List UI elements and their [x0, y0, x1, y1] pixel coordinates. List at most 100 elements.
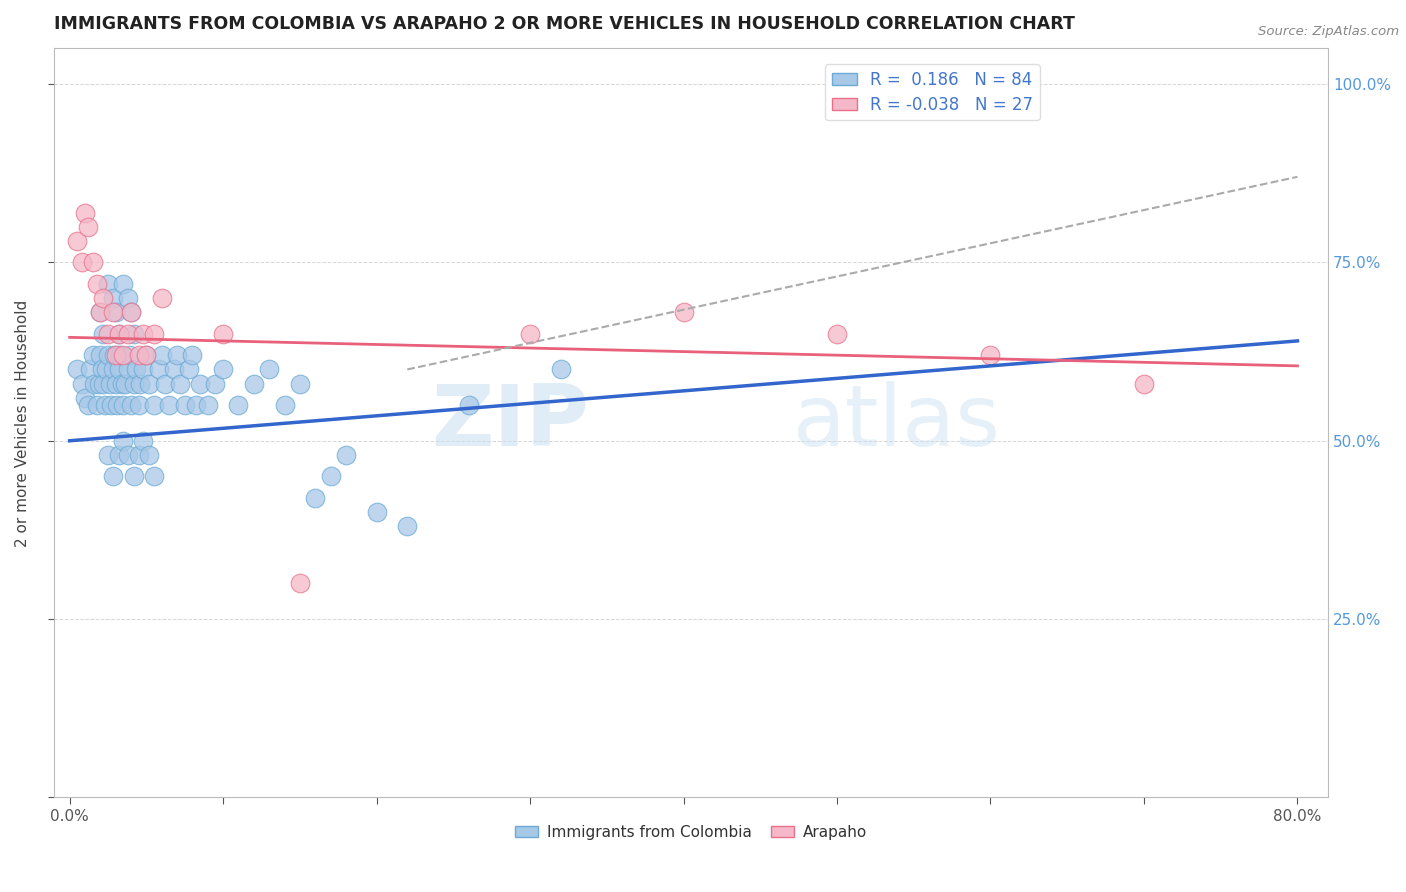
Legend: Immigrants from Colombia, Arapaho: Immigrants from Colombia, Arapaho [509, 819, 873, 846]
Point [112, 277, 135, 291]
Point [117, 291, 139, 305]
Point [101, 305, 124, 319]
Point [257, 362, 280, 376]
Point [122, 469, 145, 483]
Point [166, 348, 188, 362]
Point [979, 348, 1001, 362]
Point [304, 491, 326, 505]
Point [672, 305, 695, 319]
Point [86, 277, 108, 291]
Point [157, 398, 180, 412]
Point [112, 398, 135, 412]
Point [122, 326, 145, 341]
Point [143, 469, 166, 483]
Point [150, 348, 173, 362]
Point [97, 326, 120, 341]
Point [77, 398, 100, 412]
Point [128, 348, 150, 362]
Point [120, 398, 142, 412]
Point [93, 326, 115, 341]
Point [87, 376, 110, 391]
Point [143, 398, 166, 412]
Point [107, 448, 129, 462]
Point [89, 305, 111, 319]
Point [150, 291, 173, 305]
Point [335, 448, 357, 462]
Point [169, 376, 191, 391]
Point [111, 376, 134, 391]
Point [143, 326, 166, 341]
Point [288, 376, 311, 391]
Point [138, 448, 160, 462]
Text: Source: ZipAtlas.com: Source: ZipAtlas.com [1258, 25, 1399, 38]
Point [104, 305, 127, 319]
Point [89, 305, 111, 319]
Point [66, 362, 89, 376]
Point [93, 291, 115, 305]
Point [120, 305, 142, 319]
Point [132, 434, 155, 448]
Point [114, 376, 136, 391]
Point [117, 326, 139, 341]
Point [105, 398, 128, 412]
Point [79, 362, 101, 376]
Point [128, 448, 150, 462]
Point [73, 391, 96, 405]
Point [107, 326, 129, 341]
Point [212, 362, 235, 376]
Point [118, 348, 141, 362]
Point [96, 362, 118, 376]
Point [112, 434, 135, 448]
Point [288, 576, 311, 591]
Point [519, 326, 541, 341]
Point [135, 348, 157, 362]
Point [273, 398, 295, 412]
Point [117, 362, 139, 376]
Text: ZIP: ZIP [432, 382, 589, 465]
Text: IMMIGRANTS FROM COLOMBIA VS ARAPAHO 2 OR MORE VEHICLES IN HOUSEHOLD CORRELATION : IMMIGRANTS FROM COLOMBIA VS ARAPAHO 2 OR… [55, 15, 1076, 33]
Point [124, 362, 146, 376]
Point [319, 469, 342, 483]
Point [163, 362, 186, 376]
Y-axis label: 2 or more Vehicles in Household: 2 or more Vehicles in Household [15, 300, 30, 547]
Point [82, 348, 104, 362]
Point [204, 376, 226, 391]
Point [117, 448, 139, 462]
Point [825, 326, 848, 341]
Point [98, 376, 121, 391]
Point [110, 348, 132, 362]
Point [197, 398, 219, 412]
Point [184, 398, 207, 412]
Point [396, 519, 419, 533]
Point [132, 326, 155, 341]
Point [66, 234, 89, 248]
Point [82, 255, 104, 269]
Point [101, 469, 124, 483]
Point [132, 362, 155, 376]
Point [83, 376, 105, 391]
Point [135, 348, 157, 362]
Point [94, 398, 117, 412]
Point [112, 348, 135, 362]
Point [148, 362, 170, 376]
Point [129, 376, 152, 391]
Point [100, 398, 122, 412]
Point [181, 348, 204, 362]
Point [122, 376, 145, 391]
Point [173, 398, 195, 412]
Point [228, 398, 250, 412]
Point [188, 376, 211, 391]
Point [104, 376, 127, 391]
Point [101, 291, 124, 305]
Point [90, 362, 112, 376]
Point [86, 398, 108, 412]
Point [103, 348, 125, 362]
Point [104, 348, 127, 362]
Point [550, 362, 572, 376]
Point [366, 505, 388, 519]
Point [93, 376, 115, 391]
Point [179, 362, 201, 376]
Point [128, 398, 150, 412]
Point [70, 376, 93, 391]
Point [70, 255, 93, 269]
